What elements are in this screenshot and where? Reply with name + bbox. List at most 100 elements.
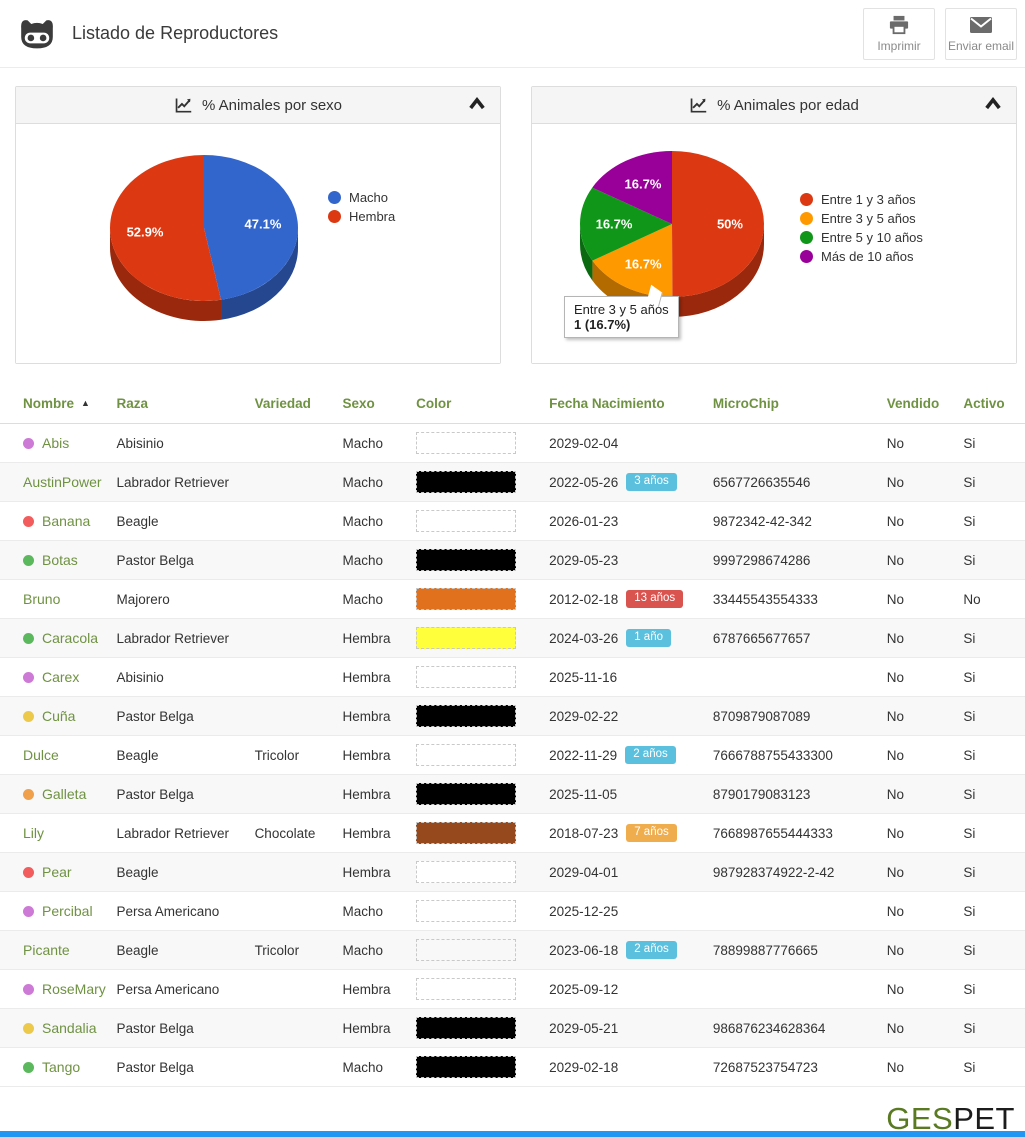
cell-activo: Si xyxy=(957,774,1025,814)
cell-fecha-nacimiento: 2023-06-18 2 años xyxy=(543,930,707,970)
table-row[interactable]: Lily Labrador Retriever Chocolate Hembra 201… xyxy=(0,813,1025,853)
table-row[interactable]: Tango Pastor Belga Macho 2029-02-18 72687523… xyxy=(0,1047,1025,1087)
cell-fecha-nacimiento: 2029-02-04 xyxy=(543,423,707,463)
animal-name-link[interactable]: Banana xyxy=(42,513,91,529)
cell-raza: Majorero xyxy=(110,579,249,619)
cell-nombre: Picante xyxy=(0,930,111,970)
cell-microchip xyxy=(706,891,881,931)
age-badge: 2 años xyxy=(625,746,676,764)
animal-name-link[interactable]: Dulce xyxy=(23,747,59,763)
animal-name-link[interactable]: Cuña xyxy=(42,708,76,724)
cell-activo: Si xyxy=(957,891,1025,931)
cell-vendido: No xyxy=(880,969,958,1009)
animal-name-link[interactable]: Botas xyxy=(42,552,78,568)
print-button[interactable]: Imprimir xyxy=(863,7,935,60)
cell-microchip: 33445543554333 xyxy=(706,579,881,619)
cell-vendido: No xyxy=(880,657,958,697)
column-header-fecha-nacimiento[interactable]: Fecha Nacimiento xyxy=(543,386,707,424)
table-row[interactable]: Pear Beagle Hembra 2029-04-01 987928374922-2… xyxy=(0,852,1025,892)
table-row[interactable]: Banana Beagle Macho 2026-01-23 9872342-42-34… xyxy=(0,501,1025,541)
table-row[interactable]: Percibal Persa Americano Macho 2025-12-25 No… xyxy=(0,891,1025,931)
legend-color-dot xyxy=(800,212,813,225)
birth-date: 2024-03-26 xyxy=(549,630,619,646)
animal-name-link[interactable]: Pear xyxy=(42,864,72,880)
status-dot-icon xyxy=(23,906,34,917)
cell-nombre: Tango xyxy=(0,1047,111,1087)
animal-name-link[interactable]: Bruno xyxy=(23,591,61,607)
cell-color xyxy=(410,1008,544,1048)
animal-name-link[interactable]: Tango xyxy=(42,1059,81,1075)
cell-microchip: 8709879087089 xyxy=(706,696,881,736)
animal-name-link[interactable]: RoseMary xyxy=(42,981,106,997)
table-row[interactable]: Bruno Majorero Macho 2012-02-18 13 años 33445… xyxy=(0,579,1025,619)
panel-animales-por-sexo: % Animales por sexo 47.1% 52.9% Macho Hemb… xyxy=(15,86,501,364)
animal-name-link[interactable]: Abis xyxy=(42,435,70,451)
table-row[interactable]: Botas Pastor Belga Macho 2029-05-23 99972986… xyxy=(0,540,1025,580)
cell-raza: Pastor Belga xyxy=(110,540,249,580)
color-swatch xyxy=(416,588,517,610)
column-header-variedad[interactable]: Variedad xyxy=(248,386,337,424)
animal-name-link[interactable]: Picante xyxy=(23,942,70,958)
cell-variedad xyxy=(248,774,337,814)
collapse-caret-icon[interactable] xyxy=(984,96,1002,111)
cell-microchip: 6787665677657 xyxy=(706,618,881,658)
column-header-nombre[interactable]: Nombre ▲ xyxy=(0,386,111,424)
column-header-activo[interactable]: Activo xyxy=(957,386,1025,424)
birth-date: 2025-11-16 xyxy=(549,669,618,685)
send-email-button-label: Enviar email xyxy=(947,38,1015,53)
cell-fecha-nacimiento: 2029-02-22 xyxy=(543,696,707,736)
animal-name-link[interactable]: Galleta xyxy=(42,786,87,802)
column-header-sexo[interactable]: Sexo xyxy=(336,386,411,424)
animal-name-link[interactable]: Carex xyxy=(42,669,80,685)
cell-sexo: Macho xyxy=(336,501,411,541)
cell-sexo: Macho xyxy=(336,423,411,463)
panel-edad-header: % Animales por edad xyxy=(532,87,1016,124)
table-row[interactable]: AustinPower Labrador Retriever Macho 2022-0… xyxy=(0,462,1025,502)
animal-name-link[interactable]: Caracola xyxy=(42,630,99,646)
table-row[interactable]: Carex Abisinio Hembra 2025-11-16 No Si xyxy=(0,657,1025,697)
pie-slice-hembra[interactable] xyxy=(109,155,222,301)
pie-slice-entre-5-y-10-años[interactable] xyxy=(580,187,672,261)
table-row[interactable]: RoseMary Persa Americano Hembra 2025-09-12 N… xyxy=(0,969,1025,1009)
legend-color-dot xyxy=(328,191,341,204)
table-row[interactable]: Galleta Pastor Belga Hembra 2025-11-05 87901… xyxy=(0,774,1025,814)
table-row[interactable]: Picante Beagle Tricolor Macho 2023-06-18 2 añ… xyxy=(0,930,1025,970)
cell-vendido: No xyxy=(880,618,958,658)
birth-date: 2029-05-23 xyxy=(549,552,619,568)
animal-name-link[interactable]: Lily xyxy=(23,825,45,841)
column-header-microchip[interactable]: MicroChip xyxy=(706,386,881,424)
pie-slice-entre-1-y-3-años[interactable] xyxy=(672,151,764,297)
cell-vendido: No xyxy=(880,540,958,580)
cell-color xyxy=(410,462,544,502)
color-swatch xyxy=(416,939,517,961)
cell-raza: Beagle xyxy=(110,930,249,970)
column-header-vendido[interactable]: Vendido xyxy=(880,386,958,424)
envelope-icon xyxy=(970,16,992,33)
legend-label: Entre 1 y 3 años xyxy=(821,192,916,207)
pie-slice-más-de-10-años[interactable] xyxy=(592,151,672,224)
cell-nombre: Dulce xyxy=(0,735,111,775)
send-email-button[interactable]: Enviar email xyxy=(945,7,1017,60)
animal-name-link[interactable]: Percibal xyxy=(42,903,93,919)
pie-slice-macho[interactable] xyxy=(204,155,298,300)
column-header-raza[interactable]: Raza xyxy=(110,386,249,424)
animal-name-link[interactable]: AustinPower xyxy=(23,474,102,490)
collapse-caret-icon[interactable] xyxy=(468,96,486,111)
cell-sexo: Hembra xyxy=(336,813,411,853)
cell-vendido: No xyxy=(880,579,958,619)
animal-name-link[interactable]: Sandalia xyxy=(42,1020,97,1036)
cell-color xyxy=(410,618,544,658)
table-row[interactable]: Abis Abisinio Macho 2029-02-04 No Si xyxy=(0,423,1025,463)
cell-fecha-nacimiento: 2025-11-05 xyxy=(543,774,707,814)
pie-sexo-legend: Macho Hembra xyxy=(328,188,395,226)
pie-slice-entre-3-y-5-años[interactable] xyxy=(592,224,673,297)
column-header-color[interactable]: Color xyxy=(410,386,544,424)
pie-slice-label: 16.7% xyxy=(625,177,662,192)
table-row[interactable]: Sandalia Pastor Belga Hembra 2029-05-21 9868… xyxy=(0,1008,1025,1048)
table-row[interactable]: Dulce Beagle Tricolor Hembra 2022-11-29 2 año… xyxy=(0,735,1025,775)
legend-item: Macho xyxy=(328,188,395,207)
table-row[interactable]: Caracola Labrador Retriever Hembra 2024-03-… xyxy=(0,618,1025,658)
color-swatch xyxy=(416,1017,517,1039)
table-row[interactable]: Cuña Pastor Belga Hembra 2029-02-22 87098790… xyxy=(0,696,1025,736)
brand-ges: GES xyxy=(886,1101,954,1136)
